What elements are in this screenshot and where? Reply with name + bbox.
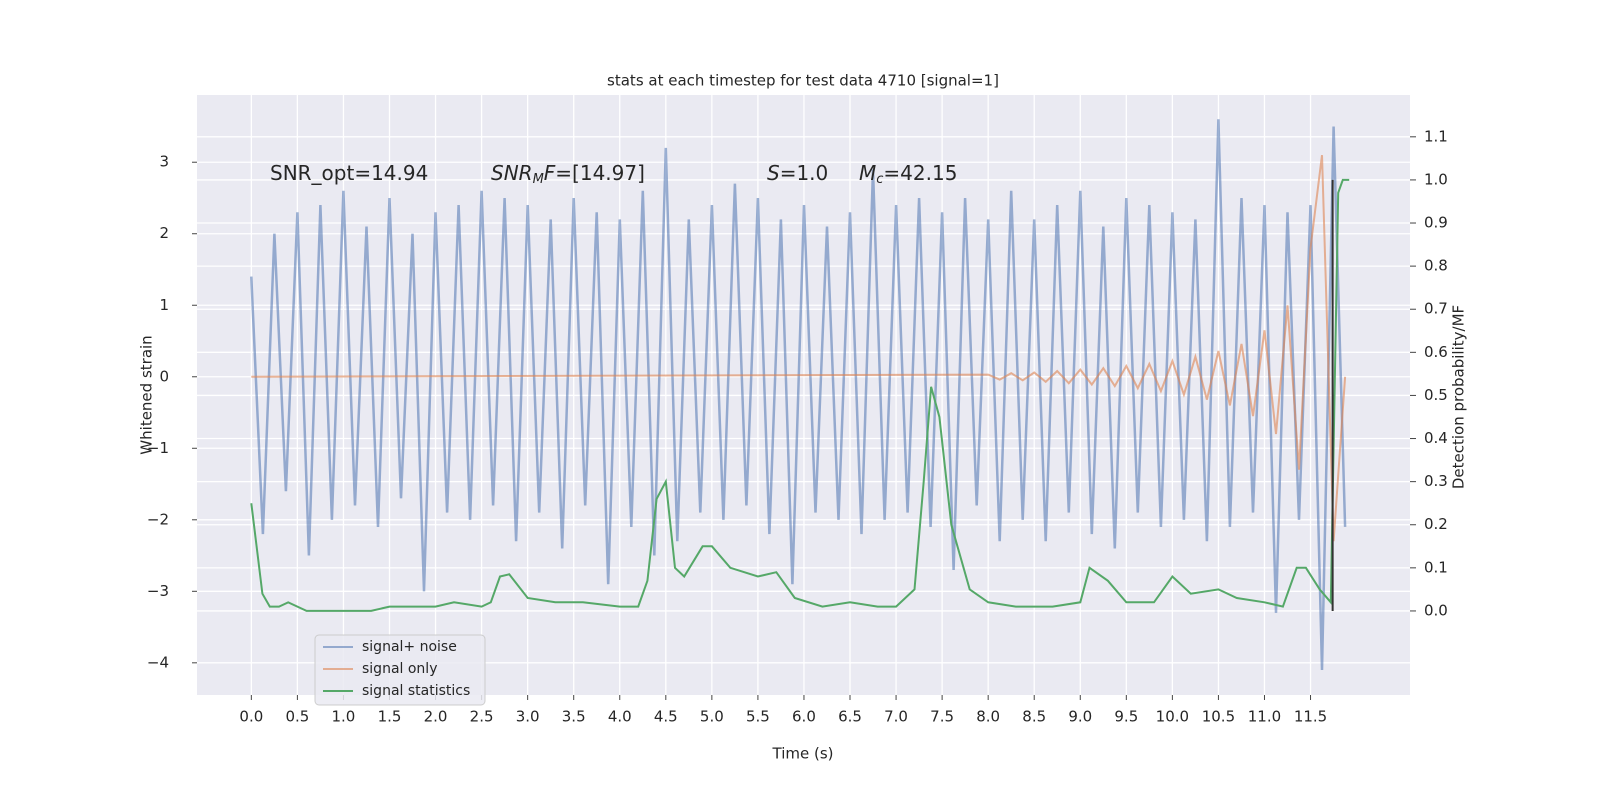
annotation-part: =[14.97] bbox=[555, 161, 645, 185]
y-tick-label: 1 bbox=[159, 296, 169, 314]
y-tick-label: −2 bbox=[147, 510, 169, 528]
x-tick-label: 1.0 bbox=[332, 708, 356, 726]
y-tick-label: −1 bbox=[147, 439, 169, 457]
x-tick-label: 7.5 bbox=[930, 708, 954, 726]
y2-tick-label: 0.8 bbox=[1424, 257, 1448, 275]
y2-tick-label: 0.6 bbox=[1424, 343, 1448, 361]
y2-tick-label: 0.9 bbox=[1424, 214, 1448, 232]
annotation-part: =1.0 bbox=[780, 161, 829, 185]
y2-axis-label: Detection probability/MF bbox=[1450, 305, 1468, 489]
x-tick-label: 10.5 bbox=[1202, 708, 1235, 726]
x-tick-label: 8.5 bbox=[1022, 708, 1046, 726]
x-tick-label: 11.5 bbox=[1294, 708, 1327, 726]
legend-label: signal+ noise bbox=[362, 639, 457, 655]
annotation: S=1.0 bbox=[767, 161, 828, 185]
chart-title: stats at each timestep for test data 471… bbox=[607, 72, 999, 90]
y2-tick-label: 0.1 bbox=[1424, 558, 1448, 576]
x-tick-label: 8.0 bbox=[976, 708, 1000, 726]
annotation: SNR_opt=14.94 bbox=[270, 161, 428, 185]
x-tick-label: 0.0 bbox=[239, 708, 263, 726]
legend-label: signal statistics bbox=[362, 683, 470, 699]
y-tick-label: 3 bbox=[159, 153, 169, 171]
x-tick-label: 0.5 bbox=[285, 708, 309, 726]
y2-tick-label: 0.2 bbox=[1424, 515, 1448, 533]
x-tick-label: 10.0 bbox=[1156, 708, 1189, 726]
y2-tick-label: 0.3 bbox=[1424, 472, 1448, 490]
y2-tick-label: 0.0 bbox=[1424, 601, 1448, 619]
annotation-part: S bbox=[767, 161, 780, 185]
y-tick-label: 0 bbox=[159, 367, 169, 385]
x-tick-label: 6.5 bbox=[838, 708, 862, 726]
y2-tick-label: 1.0 bbox=[1424, 170, 1448, 188]
x-tick-label: 2.0 bbox=[424, 708, 448, 726]
annotation-part: M bbox=[859, 161, 876, 185]
y-tick-label: −4 bbox=[147, 653, 169, 671]
x-tick-label: 3.0 bbox=[516, 708, 540, 726]
y-tick-label: −3 bbox=[147, 582, 169, 600]
x-tick-label: 5.5 bbox=[746, 708, 770, 726]
annotation-part: c bbox=[876, 172, 883, 187]
x-tick-label: 3.5 bbox=[562, 708, 586, 726]
legend-box bbox=[314, 634, 486, 706]
x-tick-label: 9.0 bbox=[1068, 708, 1092, 726]
annotation: Mc=42.15 bbox=[859, 161, 957, 187]
series-line bbox=[250, 178, 1350, 612]
annotation-part: SNR bbox=[491, 161, 533, 185]
x-tick-label: 4.0 bbox=[608, 708, 632, 726]
x-tick-label: 9.5 bbox=[1114, 708, 1138, 726]
y-tick-label: 2 bbox=[159, 224, 169, 242]
annotation-part: F bbox=[544, 161, 556, 185]
y2-tick-label: 1.1 bbox=[1424, 127, 1448, 145]
x-tick-label: 6.0 bbox=[792, 708, 816, 726]
legend-label: signal only bbox=[362, 661, 437, 677]
x-tick-label: 4.5 bbox=[654, 708, 678, 726]
y-axis-label: Whitened strain bbox=[138, 335, 156, 454]
x-tick-label: 7.0 bbox=[884, 708, 908, 726]
x-tick-label: 11.0 bbox=[1248, 708, 1281, 726]
x-axis-label: Time (s) bbox=[772, 745, 834, 763]
x-tick-label: 1.5 bbox=[378, 708, 402, 726]
y2-tick-label: 0.7 bbox=[1424, 300, 1448, 318]
annotation-part: SNR_opt=14.94 bbox=[270, 161, 428, 185]
annotation-part: M bbox=[533, 172, 544, 187]
series-line bbox=[251, 154, 1347, 542]
annotation-part: =42.15 bbox=[883, 161, 957, 185]
series-line bbox=[250, 119, 1347, 671]
y2-tick-label: 0.5 bbox=[1424, 386, 1448, 404]
x-tick-label: 2.5 bbox=[470, 708, 494, 726]
annotation: SNRMF=[14.97] bbox=[491, 161, 645, 187]
x-tick-label: 5.0 bbox=[700, 708, 724, 726]
y2-tick-label: 0.4 bbox=[1424, 429, 1448, 447]
